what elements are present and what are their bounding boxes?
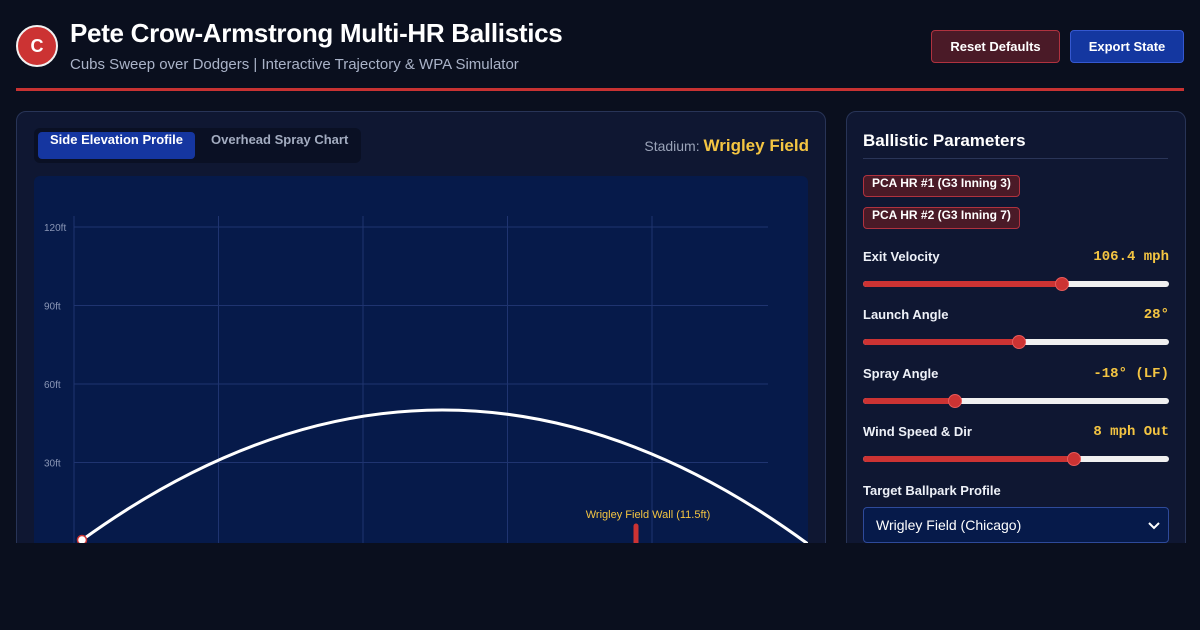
slider-thumb[interactable] — [1012, 335, 1027, 349]
header-divider — [16, 88, 1184, 91]
exit-velocity-label: Exit Velocity — [863, 249, 940, 264]
trajectory-viewer-panel: Side Elevation Profile Overhead Spray Ch… — [16, 111, 826, 573]
slider-fill — [863, 398, 955, 404]
slider-fill — [863, 456, 1075, 462]
stadium-label: Stadium: — [644, 138, 700, 154]
ballpark-select[interactable]: Wrigley Field (Chicago) — [863, 507, 1169, 543]
wall-label: Wrigley Field Wall (11.5ft) — [586, 509, 711, 521]
ballpark-selected-value: Wrigley Field (Chicago) — [876, 517, 1022, 533]
launch-angle-slider[interactable] — [863, 335, 1169, 351]
page-title: Pete Crow-Armstrong Multi-HR Ballistics — [70, 18, 563, 48]
wind-slider[interactable] — [863, 452, 1169, 468]
team-logo-icon: C — [16, 25, 58, 67]
elevation-chart-svg: 30ft 60ft 90ft 120ft Wrigley Field Wall (11.… — [44, 216, 808, 572]
panel-divider — [863, 158, 1168, 159]
tab-overhead-spray[interactable]: Overhead Spray Chart — [211, 132, 349, 147]
slider-thumb[interactable] — [1067, 452, 1082, 466]
trajectory-line — [80, 408, 808, 546]
ballistic-parameters-panel: Ballistic Parameters PCA HR #1 (G3 Innin… — [846, 111, 1186, 573]
export-state-button[interactable]: Export State — [1070, 30, 1184, 63]
launch-angle-label: Launch Angle — [863, 307, 949, 322]
slider-thumb[interactable] — [1054, 277, 1069, 291]
tab-side-elevation[interactable]: Side Elevation Profile — [38, 132, 195, 159]
spray-angle-control: Spray Angle -18° (LF) — [863, 366, 1169, 414]
y-tick-label: 90ft — [44, 302, 61, 313]
exit-velocity-control: Exit Velocity 106.4 mph — [863, 249, 1169, 297]
chevron-down-icon — [1148, 522, 1160, 530]
slider-fill — [863, 281, 1062, 287]
slider-track — [863, 398, 1169, 404]
spray-angle-slider[interactable] — [863, 394, 1169, 410]
exit-velocity-value: 106.4 mph — [1093, 249, 1169, 265]
y-tick-label: 60ft — [44, 380, 61, 391]
exit-velocity-slider[interactable] — [863, 277, 1169, 293]
slider-thumb[interactable] — [947, 394, 962, 408]
launch-angle-value: 28° — [1143, 307, 1169, 323]
reset-defaults-button[interactable]: Reset Defaults — [931, 30, 1060, 63]
preset-hr-1-button[interactable]: PCA HR #1 (G3 Inning 3) — [863, 175, 1020, 197]
ballpark-profile-label: Target Ballpark Profile — [863, 483, 1001, 498]
y-tick-label: 120ft — [44, 223, 66, 234]
spray-angle-value: -18° (LF) — [1093, 366, 1169, 382]
page-subtitle: Cubs Sweep over Dodgers | Interactive Tr… — [70, 56, 519, 73]
stadium-indicator: Stadium: Wrigley Field — [644, 136, 809, 156]
slider-fill — [863, 339, 1020, 345]
view-tabs: Side Elevation Profile Overhead Spray Ch… — [34, 128, 361, 163]
preset-hr-2-button[interactable]: PCA HR #2 (G3 Inning 7) — [863, 207, 1020, 229]
stadium-name: Wrigley Field — [703, 136, 810, 155]
y-tick-label: 30ft — [44, 459, 61, 470]
wind-label: Wind Speed & Dir — [863, 424, 972, 439]
spray-angle-label: Spray Angle — [863, 366, 939, 381]
wind-control: Wind Speed & Dir 8 mph Out — [863, 424, 1169, 472]
wind-value: 8 mph Out — [1093, 424, 1169, 440]
panel-title: Ballistic Parameters — [863, 131, 1026, 150]
app-header: C Pete Crow-Armstrong Multi-HR Ballistic… — [16, 0, 1184, 90]
page-footer-area — [0, 543, 1200, 630]
launch-angle-control: Launch Angle 28° — [863, 307, 1169, 355]
elevation-chart: 30ft 60ft 90ft 120ft Wrigley Field Wall (11.… — [34, 176, 808, 572]
